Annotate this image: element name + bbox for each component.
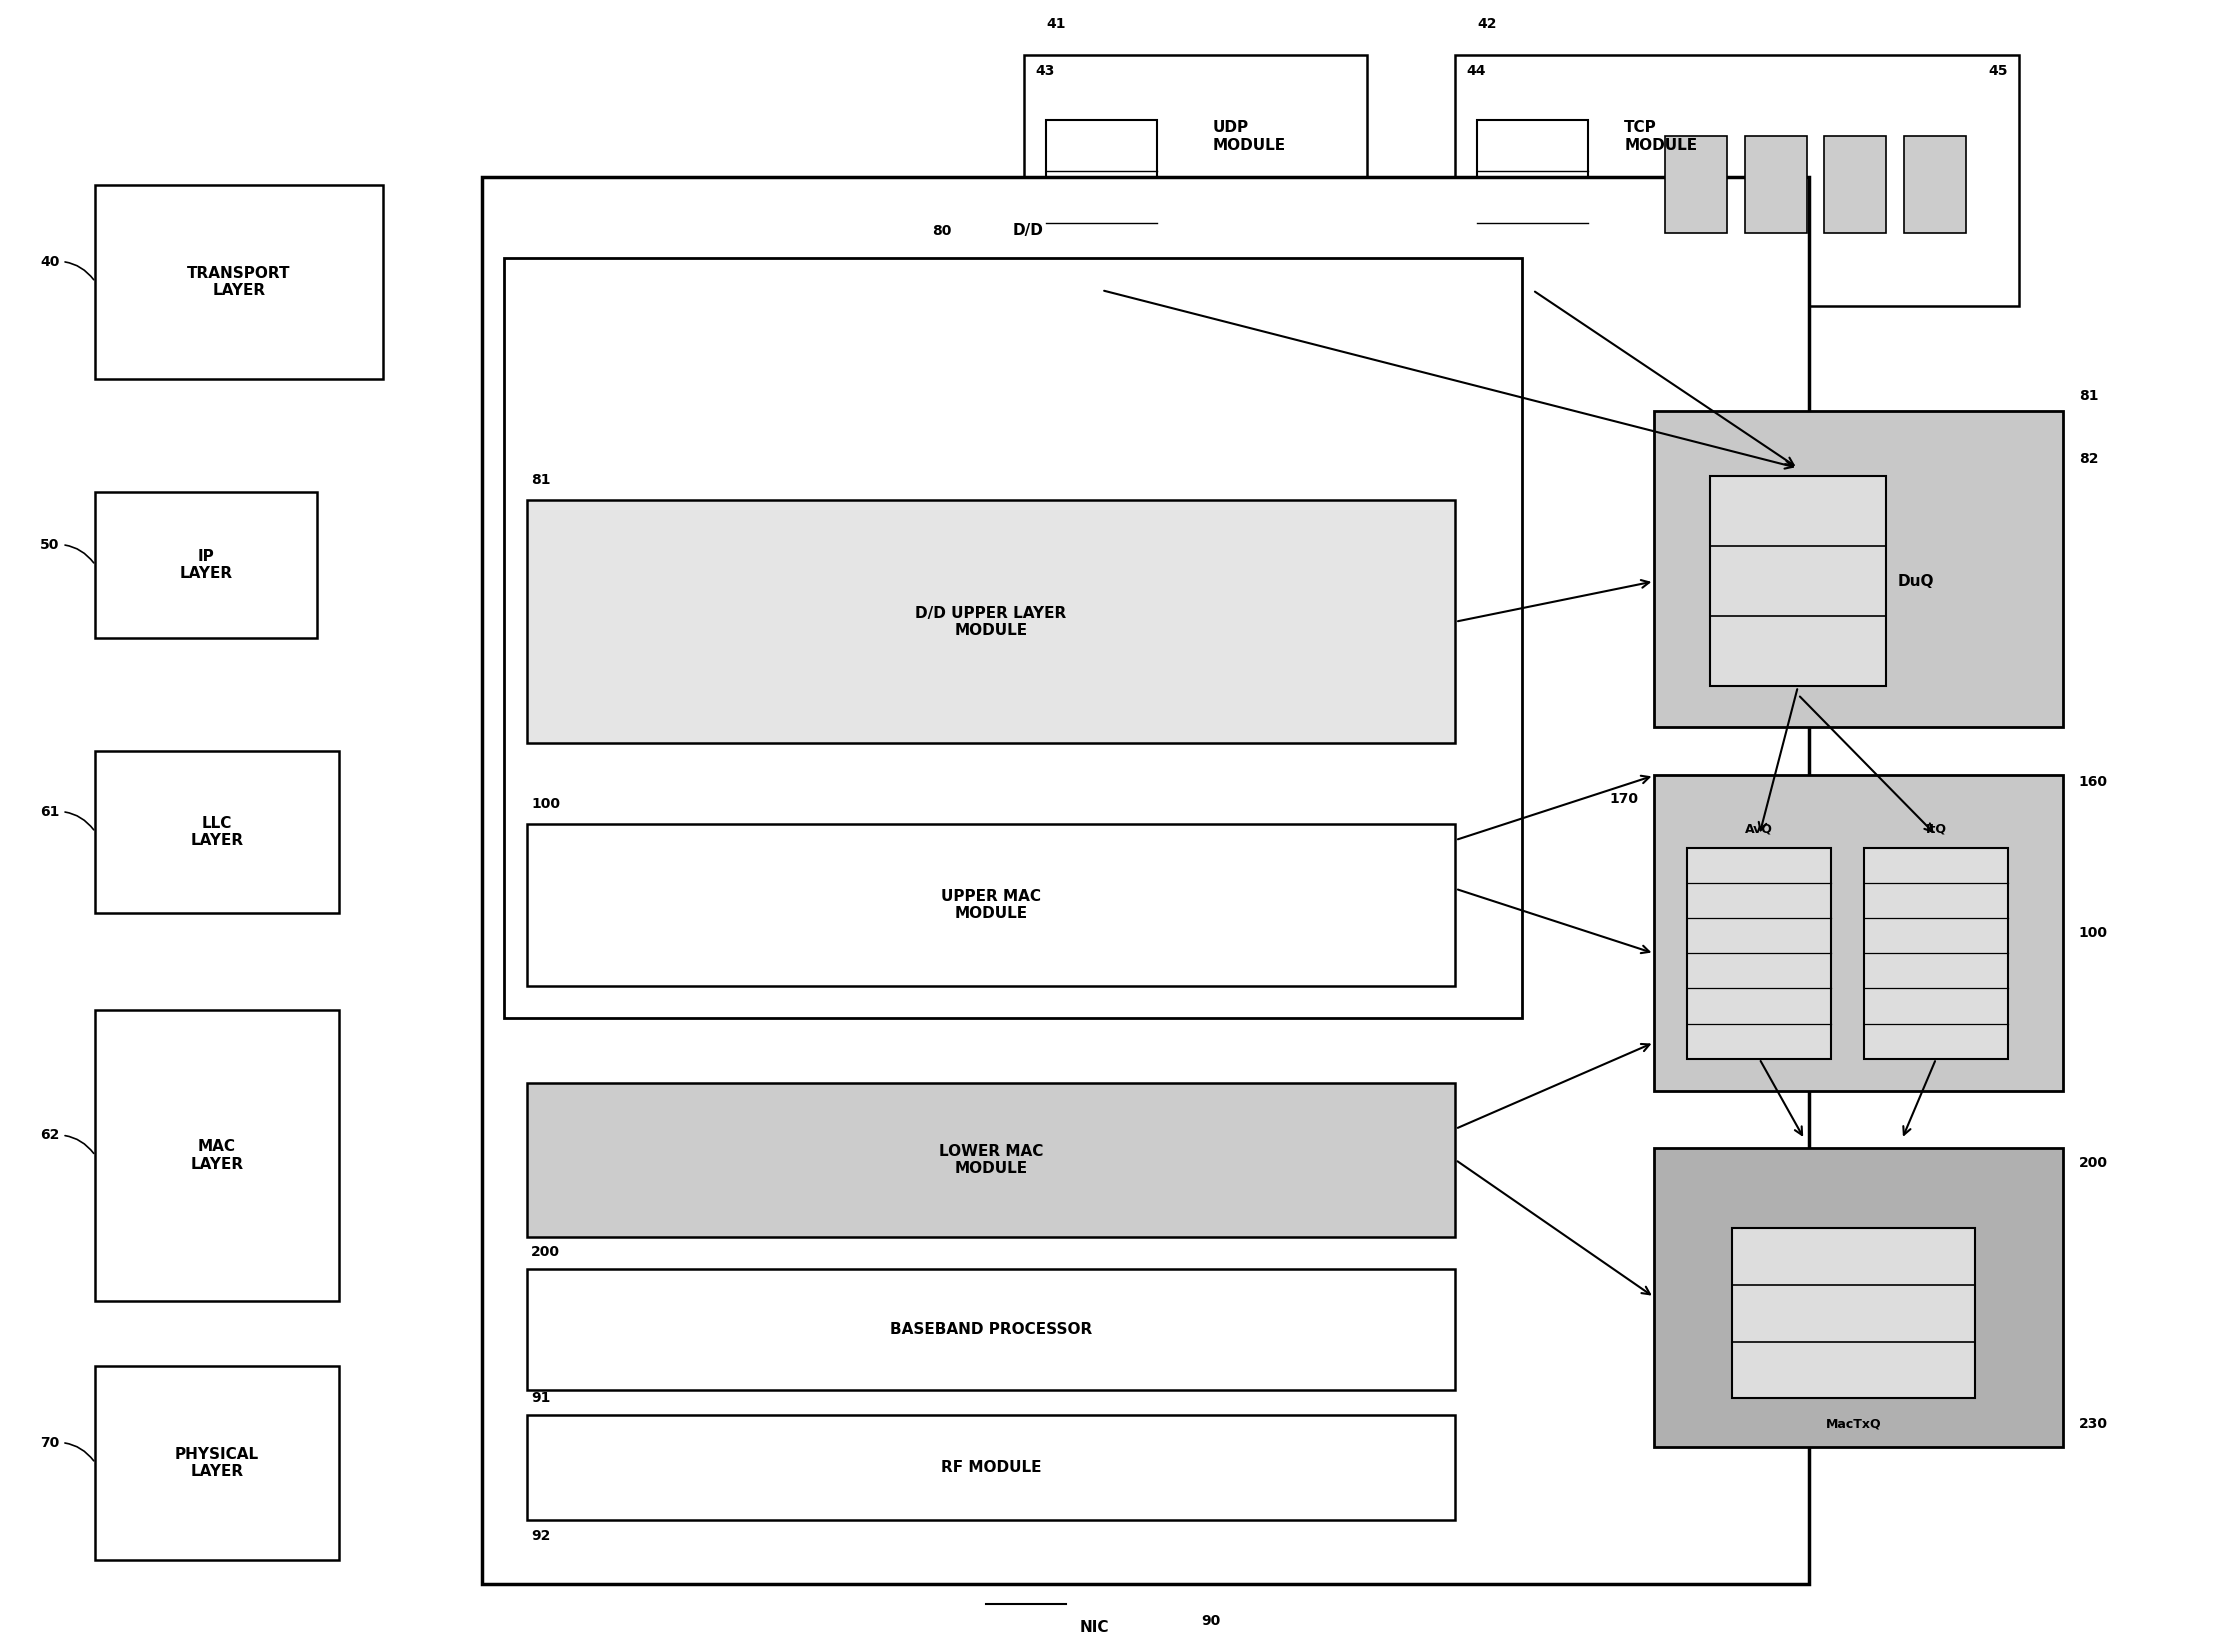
Bar (1046, 120, 1157, 274)
Text: 62: 62 (40, 1129, 93, 1153)
Text: D/D UPPER LAYER
MODULE: D/D UPPER LAYER MODULE (914, 606, 1066, 637)
Bar (96, 493, 316, 637)
Bar (96, 1010, 338, 1301)
Text: 92: 92 (532, 1530, 550, 1543)
Bar (1653, 411, 2063, 726)
Text: 43: 43 (1035, 64, 1055, 77)
Text: DuQ: DuQ (1898, 573, 1934, 588)
Bar (1653, 1147, 2063, 1447)
Text: 200: 200 (532, 1245, 561, 1259)
Text: LOWER MAC
MODULE: LOWER MAC MODULE (939, 1144, 1044, 1176)
Bar (1824, 136, 1887, 233)
Text: IP
LAYER: IP LAYER (180, 549, 231, 582)
Text: PHYSICAL
LAYER: PHYSICAL LAYER (176, 1447, 258, 1479)
Text: D/D: D/D (1012, 223, 1044, 238)
Text: 61: 61 (40, 805, 93, 830)
Bar (96, 1365, 338, 1561)
Text: 42: 42 (1477, 16, 1497, 31)
Text: 40: 40 (40, 255, 93, 279)
Text: AvQ: AvQ (1744, 822, 1773, 835)
Text: BASEBAND PROCESSOR: BASEBAND PROCESSOR (890, 1323, 1092, 1337)
Text: 160: 160 (2078, 775, 2107, 789)
Text: TRANSPORT
LAYER: TRANSPORT LAYER (187, 266, 291, 297)
Text: 45: 45 (1989, 64, 2007, 77)
Text: 200: 200 (2078, 1155, 2107, 1170)
Text: NIC: NIC (1079, 1620, 1108, 1635)
Bar (1024, 56, 1366, 306)
Text: 81: 81 (2078, 389, 2098, 403)
Bar (1455, 56, 2018, 306)
Bar (527, 501, 1455, 743)
Bar (1687, 848, 1831, 1058)
Text: TCP
MODULE: TCP MODULE (1624, 120, 1698, 153)
Text: UPPER MAC
MODULE: UPPER MAC MODULE (941, 889, 1041, 922)
Text: UDP
MODULE: UDP MODULE (1213, 120, 1286, 153)
Text: 100: 100 (532, 797, 561, 812)
Text: 50: 50 (40, 537, 93, 564)
Bar (527, 1415, 1455, 1520)
Bar (1653, 775, 2063, 1091)
Bar (1744, 136, 1807, 233)
Text: 90: 90 (1202, 1613, 1219, 1628)
Bar (1905, 136, 1967, 233)
Text: 41: 41 (1046, 16, 1066, 31)
Bar (483, 177, 1809, 1584)
Text: 91: 91 (532, 1392, 550, 1405)
Bar (527, 1083, 1455, 1237)
Bar (1865, 848, 2007, 1058)
Text: MAC
LAYER: MAC LAYER (191, 1140, 243, 1171)
Text: 70: 70 (40, 1436, 93, 1461)
Text: MacTxQ: MacTxQ (1824, 1418, 1880, 1431)
Text: 170: 170 (1609, 792, 1640, 805)
Bar (1709, 476, 1887, 687)
Text: 230: 230 (2078, 1416, 2107, 1431)
Text: LLC
LAYER: LLC LAYER (191, 817, 243, 848)
Text: ItQ: ItQ (1925, 822, 1947, 835)
Text: RF MODULE: RF MODULE (941, 1459, 1041, 1475)
Text: 44: 44 (1466, 64, 1486, 77)
Bar (96, 751, 338, 914)
Bar (96, 186, 383, 380)
Text: 80: 80 (932, 225, 950, 238)
Bar (1664, 136, 1727, 233)
Text: 82: 82 (2078, 452, 2098, 467)
Bar (1731, 1229, 1976, 1398)
Bar (527, 825, 1455, 986)
Bar (527, 1268, 1455, 1390)
Text: 100: 100 (2078, 927, 2107, 940)
Bar (505, 258, 1522, 1019)
Bar (1477, 120, 1589, 274)
Text: 81: 81 (532, 473, 550, 488)
